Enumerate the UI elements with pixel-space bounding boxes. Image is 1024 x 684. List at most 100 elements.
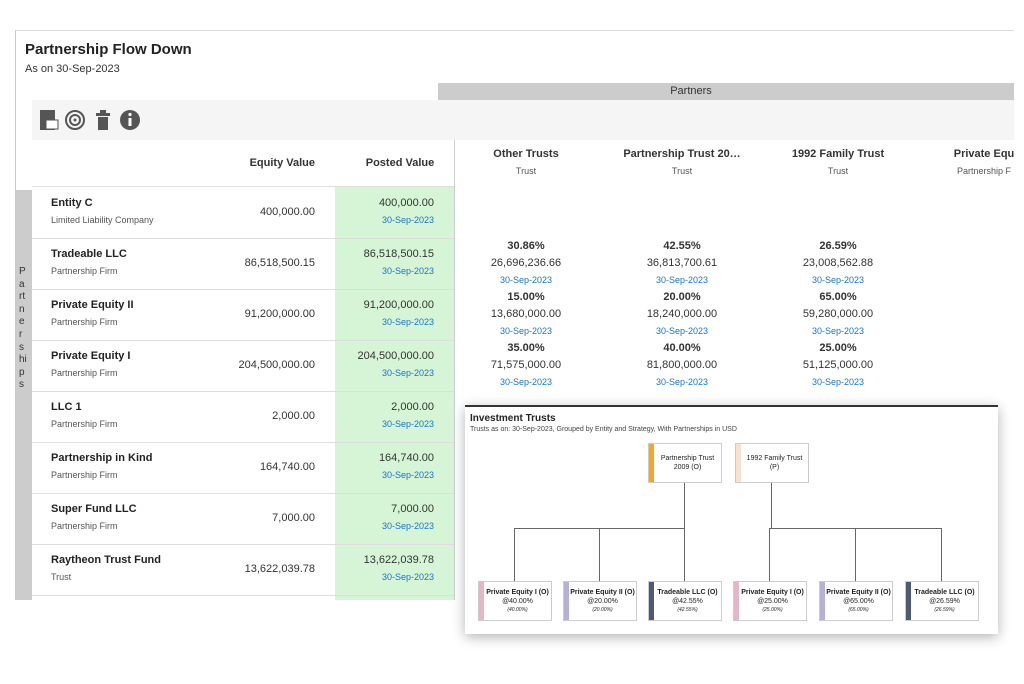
posted-value: 2,000.00 — [391, 401, 434, 413]
connector — [599, 528, 600, 581]
allocation-percent: 30.86% — [507, 240, 545, 252]
child-share: @25.00% — [757, 598, 788, 605]
child-node: Tradeable LLC (O) @42.55% (42.55%) — [648, 581, 722, 621]
row-separator — [32, 238, 454, 239]
child-label: Private Equity II (O) — [826, 589, 891, 596]
child-node: Private Equity I (O) @40.00% (40.00%) — [478, 581, 552, 621]
export-icon[interactable] — [40, 110, 59, 130]
connector — [941, 528, 942, 581]
entity-kind: Partnership Firm — [51, 368, 118, 378]
posted-date: 30-Sep-2023 — [381, 572, 434, 582]
connector — [855, 528, 856, 581]
child-node: Private Equity II (O) @65.00% (65.00%) — [819, 581, 893, 621]
node-color-bar — [906, 582, 911, 620]
entity-kind: Trust — [51, 572, 72, 582]
connector — [684, 528, 685, 581]
entity-name: Private Equity II — [51, 299, 134, 311]
allocation-percent: 15.00% — [507, 291, 545, 303]
posted-date: 30-Sep-2023 — [381, 215, 434, 225]
entity-name: Private Equity I — [51, 350, 131, 362]
column-separator — [454, 140, 455, 600]
posted-value: 204,500,000.00 — [357, 350, 434, 362]
partners-band-label: Partners — [670, 85, 712, 97]
partner-name: Partnership Trust 20… — [623, 148, 741, 160]
row-separator — [32, 544, 454, 545]
partner-type: Trust — [671, 166, 693, 176]
child-node: Private Equity II (O) @20.00% (20.00%) — [563, 581, 637, 621]
partner-type: Trust — [515, 166, 537, 176]
child-label: Private Equity I (O) — [741, 589, 804, 596]
posted-value: 164,740.00 — [378, 452, 434, 464]
parent-label: Partnership Trust 2009 (O) — [660, 455, 715, 471]
side-band — [15, 190, 32, 600]
card-subtitle: Trusts as on: 30-Sep-2023, Grouped by En… — [470, 426, 737, 433]
partner-type: Partnership F — [956, 166, 1012, 176]
equity-value: 400,000.00 — [259, 206, 315, 218]
allocation-date: 30-Sep-2023 — [499, 326, 553, 336]
allocation-amount: 59,280,000.00 — [802, 308, 874, 320]
header-separator — [32, 186, 454, 187]
allocation-amount: 18,240,000.00 — [646, 308, 718, 320]
child-note: (42.55%) — [677, 607, 698, 613]
parent-node: 1992 Family Trust (P) — [735, 443, 809, 483]
allocation-amount: 23,008,562.88 — [802, 257, 874, 269]
entity-kind: Limited Liability Company — [51, 215, 154, 225]
partner-name: Other Trusts — [493, 148, 559, 160]
posted-column-bg — [335, 187, 454, 600]
allocation-percent: 35.00% — [507, 342, 545, 354]
posted-date: 30-Sep-2023 — [381, 317, 434, 327]
side-label: Partnerships — [19, 266, 27, 391]
node-color-bar — [734, 582, 739, 620]
child-label: Tradeable LLC (O) — [914, 589, 975, 596]
equity-value: 91,200,000.00 — [244, 308, 315, 320]
posted-date: 30-Sep-2023 — [381, 419, 434, 429]
posted-value: 91,200,000.00 — [363, 299, 434, 311]
partner-type: Trust — [827, 166, 849, 176]
allocation-percent: 20.00% — [663, 291, 701, 303]
node-color-bar — [649, 582, 654, 620]
allocation-date: 30-Sep-2023 — [811, 326, 865, 336]
child-note: (26.59%) — [934, 607, 955, 613]
entity-kind: Partnership Firm — [51, 521, 118, 531]
node-color-bar — [479, 582, 484, 620]
node-color-bar — [564, 582, 569, 620]
allocation-amount: 13,680,000.00 — [490, 308, 562, 320]
parent-label: 1992 Family Trust (P) — [746, 455, 803, 471]
allocation-percent: 40.00% — [663, 342, 701, 354]
entity-name: Partnership in Kind — [51, 452, 153, 464]
child-note: (40.00%) — [507, 607, 528, 613]
column-header: Posted Value — [365, 157, 435, 169]
allocation-date: 30-Sep-2023 — [811, 275, 865, 285]
row-separator — [32, 289, 454, 290]
entity-kind: Partnership Firm — [51, 470, 118, 480]
posted-value: 7,000.00 — [391, 503, 434, 515]
equity-value: 13,622,039.78 — [244, 563, 315, 575]
target-icon[interactable] — [65, 110, 85, 130]
node-color-bar — [649, 444, 654, 482]
row-separator — [32, 493, 454, 494]
parent-node: Partnership Trust 2009 (O) — [648, 443, 722, 483]
partner-name: Private Equ — [953, 148, 1014, 160]
row-separator — [32, 340, 454, 341]
page-title: Partnership Flow Down — [25, 41, 192, 58]
entity-name: Raytheon Trust Fund — [51, 554, 161, 566]
entity-name: Entity C — [51, 197, 93, 209]
allocation-amount: 51,125,000.00 — [802, 359, 874, 371]
card-title: Investment Trusts — [470, 413, 556, 424]
allocation-percent: 25.00% — [819, 342, 857, 354]
posted-date: 30-Sep-2023 — [381, 266, 434, 276]
node-color-bar — [820, 582, 825, 620]
delete-icon[interactable] — [96, 110, 110, 130]
allocation-date: 30-Sep-2023 — [499, 377, 553, 387]
allocation-percent: 65.00% — [819, 291, 857, 303]
connector — [769, 528, 770, 581]
equity-value: 2,000.00 — [272, 410, 315, 422]
partner-name: 1992 Family Trust — [791, 148, 885, 160]
posted-date: 30-Sep-2023 — [381, 521, 434, 531]
entity-kind: Partnership Firm — [51, 419, 118, 429]
allocation-amount: 26,696,236.66 — [490, 257, 562, 269]
info-icon[interactable] — [120, 110, 140, 130]
allocation-amount: 36,813,700.61 — [646, 257, 718, 269]
